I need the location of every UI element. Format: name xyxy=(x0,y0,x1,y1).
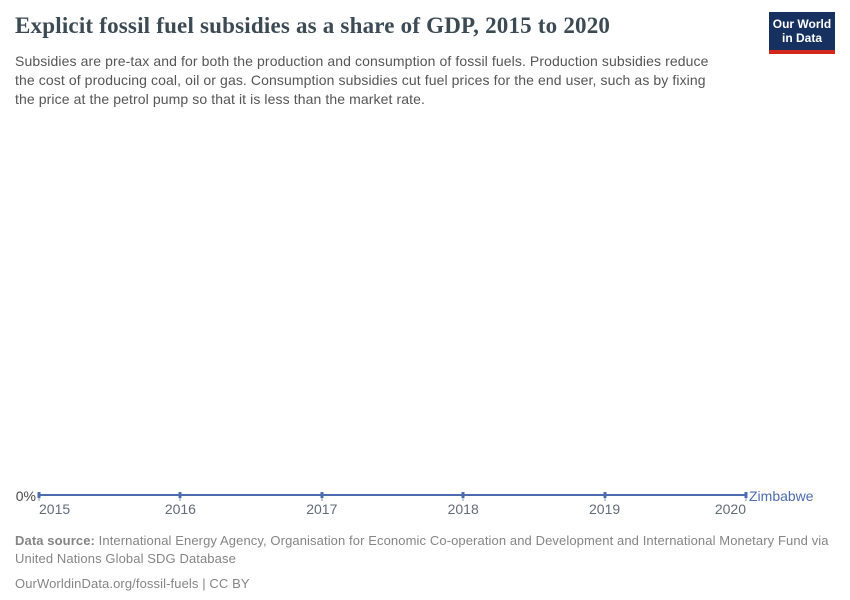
chart-subtitle: Subsidies are pre-tax and for both the p… xyxy=(15,52,709,109)
data-point-marker xyxy=(178,492,182,498)
owid-logo-text-line1: Our World xyxy=(772,17,832,31)
chart-subtitle-line: the price at the petrol pump so that it … xyxy=(15,91,425,107)
x-axis-tick xyxy=(603,496,606,501)
chart-title: Explicit fossil fuel subsidies as a shar… xyxy=(15,13,611,38)
owid-logo: Our World in Data xyxy=(769,12,835,54)
data-point-marker xyxy=(603,492,607,498)
data-point-marker xyxy=(744,492,748,498)
x-axis-tick-label: 2020 xyxy=(714,501,746,517)
x-axis-tick-label: 2018 xyxy=(447,501,479,517)
data-point-marker xyxy=(37,492,41,498)
x-axis-tick-label: 2017 xyxy=(306,501,338,517)
chart-footer: Data source: International Energy Agency… xyxy=(15,532,829,593)
x-axis-tick xyxy=(179,496,182,501)
chart-subtitle-line: the cost of producing coal, oil or gas. … xyxy=(15,72,706,88)
owid-logo-text-line2: in Data xyxy=(781,31,822,45)
series-line xyxy=(39,494,746,496)
data-point-marker xyxy=(461,492,465,498)
x-axis-tick-label: 2016 xyxy=(164,501,196,517)
data-source-text: International Energy Agency, Organisatio… xyxy=(94,533,829,548)
credit-line: OurWorldinData.org/fossil-fuels | CC BY xyxy=(15,576,250,591)
chart-subtitle-line: Subsidies are pre-tax and for both the p… xyxy=(15,53,709,69)
data-source-line1: Data source: International Energy Agency… xyxy=(15,532,829,550)
x-axis-tick-label: 2015 xyxy=(39,501,71,517)
data-source-label: Data source: xyxy=(15,533,95,548)
x-axis-tick xyxy=(462,496,465,501)
data-point-marker xyxy=(320,492,324,498)
x-axis-tick xyxy=(38,496,40,501)
y-axis-zero-label: 0% xyxy=(15,488,36,504)
series-entity-label: Zimbabwe xyxy=(749,488,814,504)
x-axis-label-row: 2015 2016 2017 2018 2019 2020 xyxy=(39,501,746,517)
x-axis-tick xyxy=(320,496,323,501)
x-axis-tick xyxy=(745,496,747,501)
data-source-line2: United Nations Global SDG Database xyxy=(15,551,236,566)
series-marker-row xyxy=(37,492,748,501)
x-axis-tick-label: 2019 xyxy=(589,501,621,517)
